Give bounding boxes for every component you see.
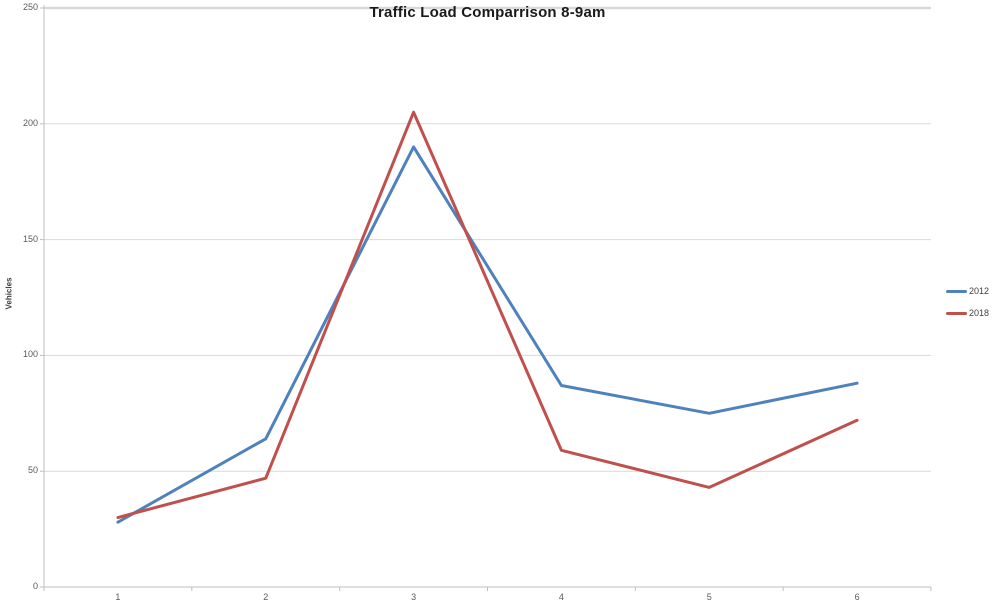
legend-label: 2012 (969, 286, 990, 296)
x-tick-label: 1 (115, 592, 121, 602)
y-tick-label: 150 (22, 233, 38, 244)
y-tick-label: 250 (22, 2, 38, 12)
chart-title: Traffic Load Comparrison 8-9am (369, 4, 606, 21)
y-tick-label: 0 (32, 581, 38, 591)
x-tick-label: 2 (263, 592, 269, 602)
x-tick-label: 6 (854, 592, 860, 602)
legend-line-icon (946, 289, 967, 293)
x-tick-label: 4 (558, 592, 564, 602)
series-line-2018 (116, 110, 859, 520)
legend-label: 2018 (969, 308, 990, 318)
x-tick-label: 3 (411, 592, 417, 602)
legend: 2012 2018 (946, 284, 989, 328)
y-tick-label: 50 (27, 465, 38, 476)
y-tick-label: 200 (22, 117, 38, 128)
legend-item-2012: 2012 (946, 284, 989, 298)
y-axis-title: Vehicles (4, 277, 14, 310)
y-tick-label: 100 (22, 349, 38, 360)
series-line-2012 (116, 145, 859, 524)
legend-item-2018: 2018 (946, 306, 989, 320)
x-tick-label: 5 (706, 592, 712, 602)
legend-line-icon (946, 311, 967, 315)
